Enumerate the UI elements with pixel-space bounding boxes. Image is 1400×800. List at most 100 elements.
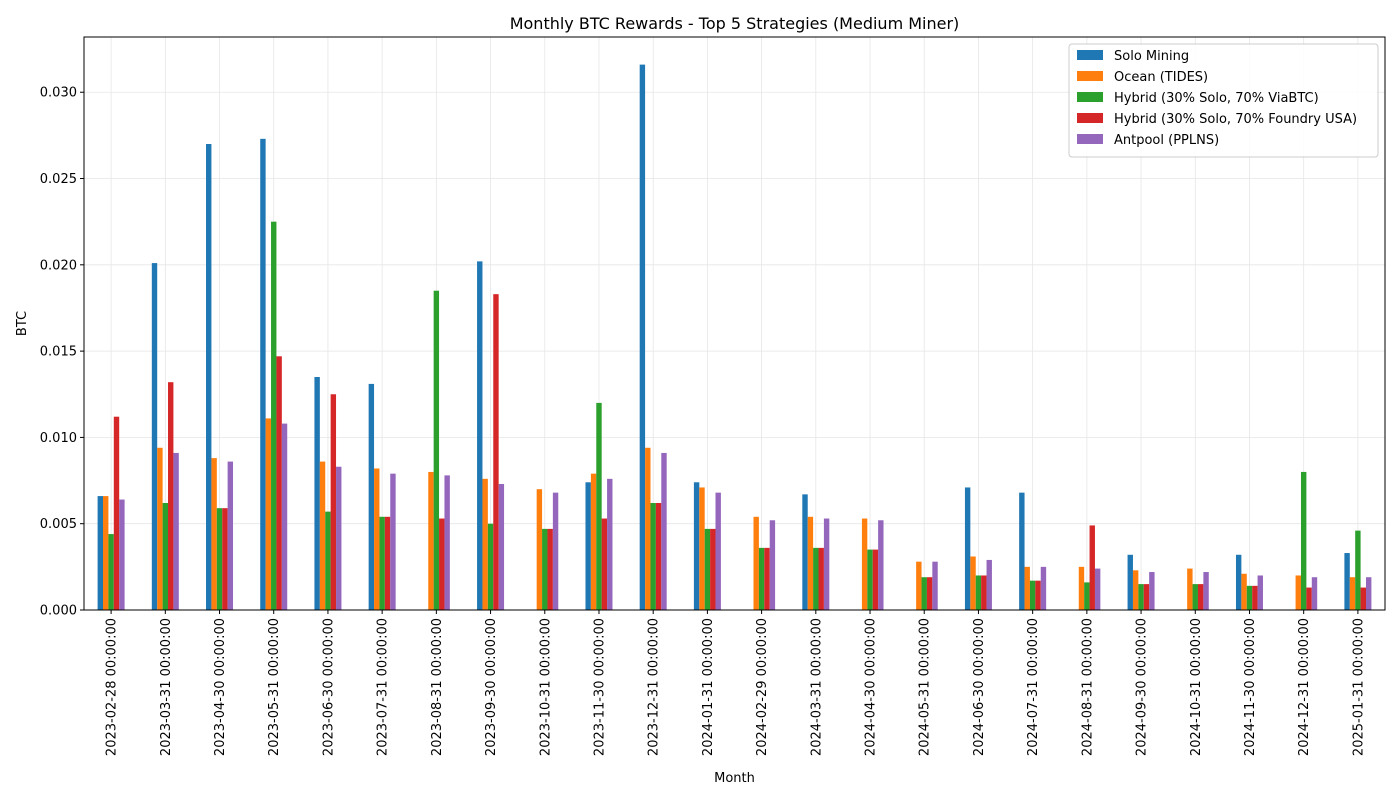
bar [1084,582,1090,610]
legend-entry: Antpool (PPLNS) [1114,133,1219,148]
bar [384,516,391,610]
y-axis-label: BTC [15,311,30,336]
bar [552,492,559,610]
bar [590,473,597,610]
bar [374,468,380,610]
bar [433,290,440,610]
x-tick-label: 2023-04-30 00:00:00 [213,618,228,756]
bar [861,518,868,610]
bar [108,534,114,610]
bar [227,461,234,610]
x-tick-label: 2024-06-30 00:00:00 [972,618,987,756]
bar [1078,566,1085,610]
bar [547,528,553,610]
bar [444,475,450,610]
bar [596,402,602,610]
x-tick-label: 2025-01-31 00:00:00 [1351,618,1366,756]
bar [119,499,125,610]
bar [1094,568,1101,610]
bar [1132,570,1139,610]
bar [265,418,272,610]
y-tick-label: 0.000 [40,604,77,619]
bar [168,382,174,610]
bar [206,144,212,610]
bar [872,549,879,610]
bar [970,556,976,610]
x-tick-label: 2024-12-31 00:00:00 [1297,618,1312,756]
legend-entry: Ocean (TIDES) [1114,70,1208,85]
bar [1300,471,1307,610]
bar [173,452,179,610]
bars [97,64,1372,611]
x-tick-label: 2023-03-31 00:00:00 [159,618,174,756]
x-tick-label: 2023-11-30 00:00:00 [592,618,607,756]
x-axis-label: Month [714,771,755,786]
bar [1311,577,1318,610]
plot-frame [83,36,1386,611]
bar [487,523,494,610]
bar [1257,575,1263,610]
bar [769,520,776,610]
bar [1306,587,1312,610]
bar [807,516,814,610]
bar [1197,584,1204,610]
bar [390,473,396,610]
legend-swatch [1077,113,1103,123]
bar [1344,553,1350,610]
bar [802,494,808,610]
bar [932,561,938,610]
x-tick-label: 2024-03-31 00:00:00 [809,618,824,756]
bar [645,447,651,610]
bar [1203,572,1209,610]
bar [319,461,326,610]
bar [1355,530,1361,610]
bar [368,383,375,610]
bar [585,482,591,610]
legend-entry: Hybrid (30% Solo, 70% ViaBTC) [1114,91,1319,106]
bar [336,466,342,610]
legend: Solo Mining Ocean (TIDES) Hybrid (30% Solo… [1068,43,1379,158]
x-tick-label: 2023-06-30 00:00:00 [321,618,336,756]
bar [1089,525,1095,610]
x-tick-label: 2024-08-31 00:00:00 [1080,618,1095,756]
bar [981,575,987,610]
bar [813,547,819,610]
x-tick-label: 2023-10-31 00:00:00 [538,618,553,756]
legend-entry: Solo Mining [1114,49,1189,64]
bar [379,516,385,610]
bar [162,502,169,610]
y-tick-label: 0.010 [40,431,77,446]
bar [271,221,277,610]
bar [325,511,331,610]
bar [699,487,705,610]
bar [97,496,104,610]
bar [1295,575,1301,610]
bar [211,458,217,610]
bar [878,520,884,610]
bar [818,547,824,610]
bar [260,138,266,610]
bar [1349,577,1356,610]
y-tick-label: 0.025 [40,172,77,187]
x-tick-label: 2023-12-31 00:00:00 [647,618,662,756]
bar [693,482,700,610]
x-tick-label: 2024-11-30 00:00:00 [1243,618,1258,756]
bar [330,394,337,610]
bar [536,489,543,610]
legend-swatch [1077,71,1103,81]
bar [1035,580,1041,610]
y-tick-label: 0.005 [40,517,77,532]
chart-title: Monthly BTC Rewards - Top 5 Strategies (… [510,14,960,33]
legend-swatch [1077,92,1103,102]
bar [1187,568,1193,610]
bar [439,518,445,610]
bar [1138,584,1144,610]
x-axis: 2023-02-28 00:00:00 2023-03-31 00:00:00 20… [105,610,1366,756]
bar [1127,554,1133,610]
bar [650,502,656,610]
bar [1360,587,1366,610]
x-tick-label: 2024-04-30 00:00:00 [864,618,879,756]
bar [222,508,228,610]
bar [1246,585,1253,610]
y-tick-label: 0.030 [40,86,77,101]
